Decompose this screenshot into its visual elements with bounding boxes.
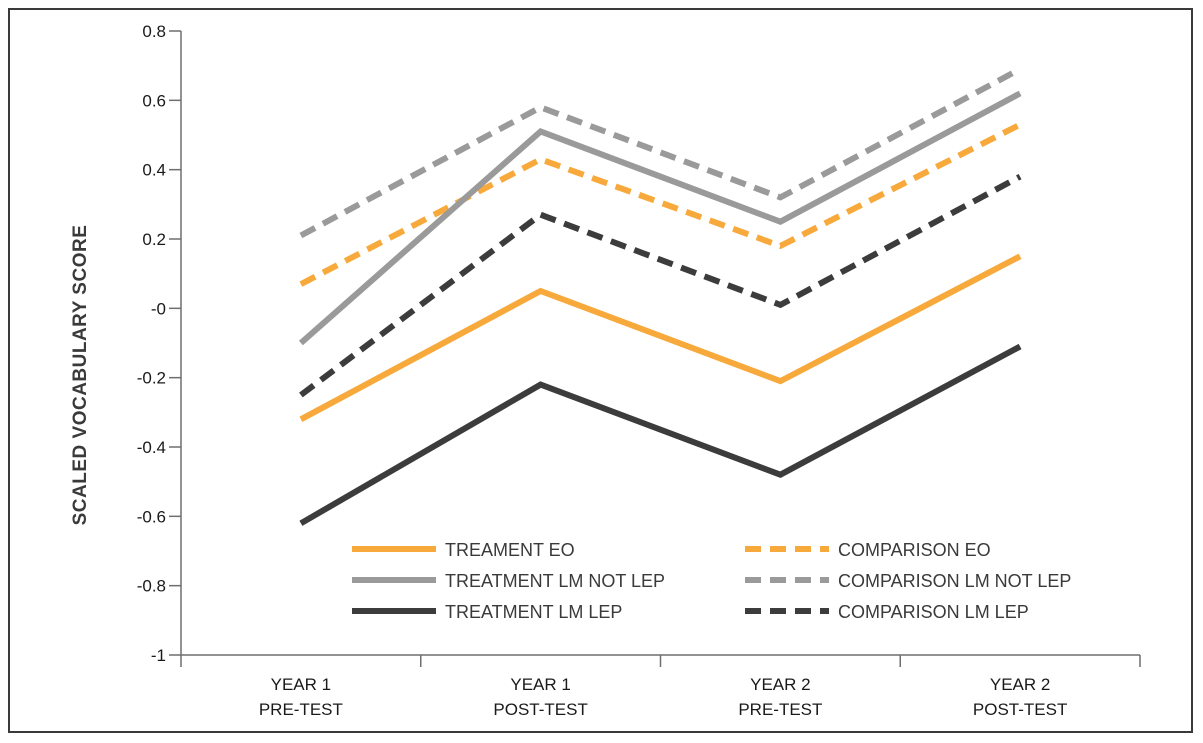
series-line-0 — [299, 253, 1022, 422]
legend: TREAMENT EO COMPARISON EO TREATMENT LM NOT… — [352, 540, 1071, 622]
series-group — [298, 66, 1022, 526]
y-tick-label: 0.2 — [142, 230, 166, 249]
x-tick-label-line2: POST-TEST — [973, 700, 1067, 719]
legend-label-5: COMPARISON LM LEP — [838, 602, 1029, 622]
y-tick-label: -0.8 — [137, 577, 166, 596]
legend-label-3: COMPARISON LM NOT LEP — [838, 571, 1071, 591]
axes: 0.8 0.6 0.4 0.2 -0 -0.2 -0.4 -0.6 -0.8 -1 YEAR 1 PR… — [137, 22, 1141, 719]
y-tick-label: -1 — [151, 646, 166, 665]
x-tick-label-line1: YEAR 1 — [271, 675, 331, 694]
x-tick-label-line2: POST-TEST — [493, 700, 587, 719]
y-tick-label: -0.6 — [137, 507, 166, 526]
y-tick-label: -0.4 — [137, 438, 166, 457]
legend-label-4: TREATMENT LM LEP — [445, 602, 622, 622]
series-line-5 — [299, 173, 1022, 398]
y-tick-label: -0 — [151, 299, 166, 318]
series-line-4 — [299, 343, 1022, 526]
series-line-3 — [299, 66, 1022, 239]
x-tick-label-line2: PRE-TEST — [259, 700, 343, 719]
x-tick-label-line1: YEAR 1 — [510, 675, 570, 694]
y-tick-label: 0.8 — [142, 22, 166, 41]
series-line-1 — [299, 121, 1022, 287]
x-tick-label-line1: YEAR 2 — [750, 675, 810, 694]
legend-label-0: TREAMENT EO — [445, 540, 575, 560]
y-axis-label: SCALED VOCABULARY SCORE — [70, 225, 91, 526]
series-line-2 — [298, 90, 1022, 346]
x-tick-label-line2: PRE-TEST — [738, 700, 822, 719]
x-tick-label-line1: YEAR 2 — [990, 675, 1050, 694]
y-tick-label: 0.6 — [142, 91, 166, 110]
y-tick-label: 0.4 — [142, 161, 166, 180]
y-tick-label: -0.2 — [137, 369, 166, 388]
legend-label-1: COMPARISON EO — [838, 540, 991, 560]
legend-label-2: TREATMENT LM NOT LEP — [445, 571, 665, 591]
